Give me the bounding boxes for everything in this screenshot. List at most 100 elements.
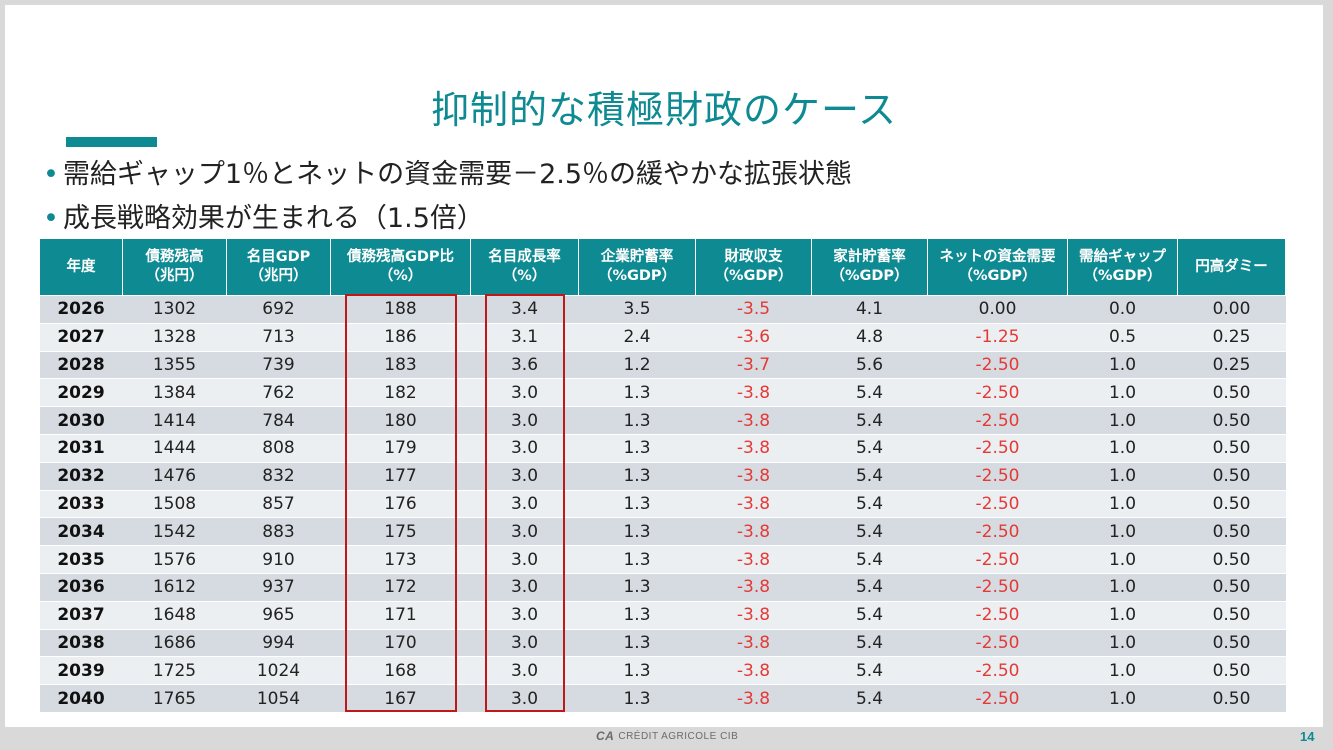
table-row: 2037 1648 965 171 3.0 1.3 -3.8 5.4 -2.50 1.0 0.50 (39, 600, 1286, 630)
table-cell: 0.50 (1177, 600, 1286, 630)
year-cell: 2038 (39, 628, 123, 658)
table-cell: 1542 (122, 517, 227, 547)
table-cell: 1765 (122, 684, 227, 713)
table-cell: 4.1 (811, 295, 928, 324)
table-cell: 1414 (122, 406, 227, 435)
table-cell: 5.4 (811, 684, 928, 713)
year-cell: 2033 (39, 489, 123, 519)
table-cell: 1355 (122, 350, 227, 380)
column-header-label: 財政収支 (724, 249, 783, 265)
table-cell: 170 (330, 628, 471, 658)
column-header-label: 円高ダミー (1195, 258, 1268, 275)
table-row: 2038 1686 994 170 3.0 1.3 -3.8 5.4 -2.50 1.0 0.50 (39, 628, 1286, 658)
column-header: 家計貯蓄率 （%GDP） (811, 239, 928, 296)
data-table: 年度 債務残高 （兆円） 名目GDP （兆円） 債務残高GDP比 （%） 名目成長率 （%） 企業… (39, 239, 1286, 713)
column-header: 年度 (39, 239, 123, 296)
table-cell: -3.8 (695, 433, 812, 463)
table-cell: 3.0 (470, 461, 579, 491)
table-cell: 188 (330, 295, 471, 324)
table-cell: 1.0 (1067, 461, 1178, 491)
table-cell: -3.5 (695, 295, 812, 324)
year-cell: 2032 (39, 461, 123, 491)
column-header: 企業貯蓄率 （%GDP） (578, 239, 696, 296)
table-cell: 1.3 (578, 545, 696, 574)
column-header-label: 需給ギャップ (1079, 249, 1166, 265)
year-cell: 2039 (39, 656, 123, 686)
table-cell: 3.0 (470, 378, 579, 408)
bullet-text: 成長戦略効果が生まれる（1.5倍） (62, 203, 484, 234)
slide-title: 抑制的な積極財政のケース (430, 88, 898, 132)
column-header-label: 債務残高GDP比 (346, 249, 455, 265)
table-cell: -2.50 (927, 656, 1068, 686)
table-cell: 1.0 (1067, 489, 1178, 519)
table-cell: 176 (330, 489, 471, 519)
table-cell: -2.50 (927, 406, 1068, 435)
table-cell: 3.6 (470, 350, 579, 380)
column-header: 需給ギャップ （%GDP） (1067, 239, 1178, 296)
table-row: 2040 1765 1054 167 3.0 1.3 -3.8 5.4 -2.50 1.0 0.50 (39, 684, 1286, 713)
bullet-marker: • (43, 159, 59, 190)
year-cell: 2035 (39, 545, 123, 574)
table-cell: -2.50 (927, 378, 1068, 408)
highlight-box-debt-ratio (344, 293, 457, 713)
table-row: 2026 1302 692 188 3.4 3.5 -3.5 4.1 0.00 0.0 0.00 (39, 295, 1286, 324)
table-cell: 0.50 (1177, 628, 1286, 658)
table-cell: 0.50 (1177, 572, 1286, 602)
bullet-item-1: • 需給ギャップ1％とネットの資金需要－2.5％の緩やかな拡張状態 (43, 153, 852, 197)
table-cell: 3.0 (470, 600, 579, 630)
table-cell: 883 (226, 517, 331, 547)
table-cell: 739 (226, 350, 331, 380)
column-header: 債務残高GDP比 （%） (330, 239, 471, 296)
table-cell: 1508 (122, 489, 227, 519)
table-cell: 1.3 (578, 684, 696, 713)
table-cell: -2.50 (927, 684, 1068, 713)
column-header: 名目成長率 （%） (470, 239, 579, 296)
table-cell: 0.50 (1177, 406, 1286, 435)
table-cell: 1.3 (578, 378, 696, 408)
bullet-list: • 需給ギャップ1％とネットの資金需要－2.5％の緩やかな拡張状態 • 成長戦略効果… (43, 153, 852, 241)
table-cell: 1.0 (1067, 517, 1178, 547)
table-row: 2031 1444 808 179 3.0 1.3 -3.8 5.4 -2.50 1.0 0.50 (39, 433, 1286, 463)
table-cell: 0.5 (1067, 322, 1178, 352)
table-row: 2030 1414 784 180 3.0 1.3 -3.8 5.4 -2.50 1.0 0.50 (39, 406, 1286, 435)
table-row: 2036 1612 937 172 3.0 1.3 -3.8 5.4 -2.50 1.0 0.50 (39, 572, 1286, 602)
bullet-item-2: • 成長戦略効果が生まれる（1.5倍） (43, 197, 852, 241)
table-cell: -1.25 (927, 322, 1068, 352)
table-cell: 1302 (122, 295, 227, 324)
table-cell: 1.0 (1067, 600, 1178, 630)
table-cell: -2.50 (927, 545, 1068, 574)
table-cell: 1024 (226, 656, 331, 686)
table-cell: -2.50 (927, 433, 1068, 463)
table-cell: 0.25 (1177, 350, 1286, 380)
table-cell: -3.8 (695, 489, 812, 519)
table-cell: -2.50 (927, 350, 1068, 380)
table-row: 2032 1476 832 177 3.0 1.3 -3.8 5.4 -2.50 1.0 0.50 (39, 461, 1286, 491)
table-cell: 3.0 (470, 489, 579, 519)
column-header-label: 名目成長率 (488, 249, 561, 265)
table-cell: 167 (330, 684, 471, 713)
table-cell: 784 (226, 406, 331, 435)
column-header-unit: （%GDP） (830, 268, 909, 284)
column-header: 名目GDP （兆円） (226, 239, 331, 296)
bullet-marker: • (43, 203, 59, 234)
table-cell: 0.00 (927, 295, 1068, 324)
column-header-label: 債務残高 (145, 249, 204, 265)
column-header-unit: （兆円） (249, 268, 308, 284)
table-cell: 5.4 (811, 378, 928, 408)
table-cell: -3.8 (695, 600, 812, 630)
column-header-unit: （%GDP） (958, 268, 1037, 284)
table-cell: 4.8 (811, 322, 928, 352)
table-cell: 5.4 (811, 628, 928, 658)
table-row: 2034 1542 883 175 3.0 1.3 -3.8 5.4 -2.50 1.0 0.50 (39, 517, 1286, 547)
table-cell: -2.50 (927, 489, 1068, 519)
table-cell: 3.0 (470, 656, 579, 686)
table-header-row: 年度 債務残高 （兆円） 名目GDP （兆円） 債務残高GDP比 （%） 名目成長率 （%） 企業… (39, 239, 1286, 296)
table-cell: -3.8 (695, 628, 812, 658)
table-cell: 3.4 (470, 295, 579, 324)
table-cell: 0.50 (1177, 461, 1286, 491)
table-cell: 1.3 (578, 600, 696, 630)
table-cell: 1.0 (1067, 350, 1178, 380)
table-cell: 1.0 (1067, 433, 1178, 463)
column-header-unit: （兆円） (145, 268, 204, 284)
table-cell: 3.0 (470, 572, 579, 602)
